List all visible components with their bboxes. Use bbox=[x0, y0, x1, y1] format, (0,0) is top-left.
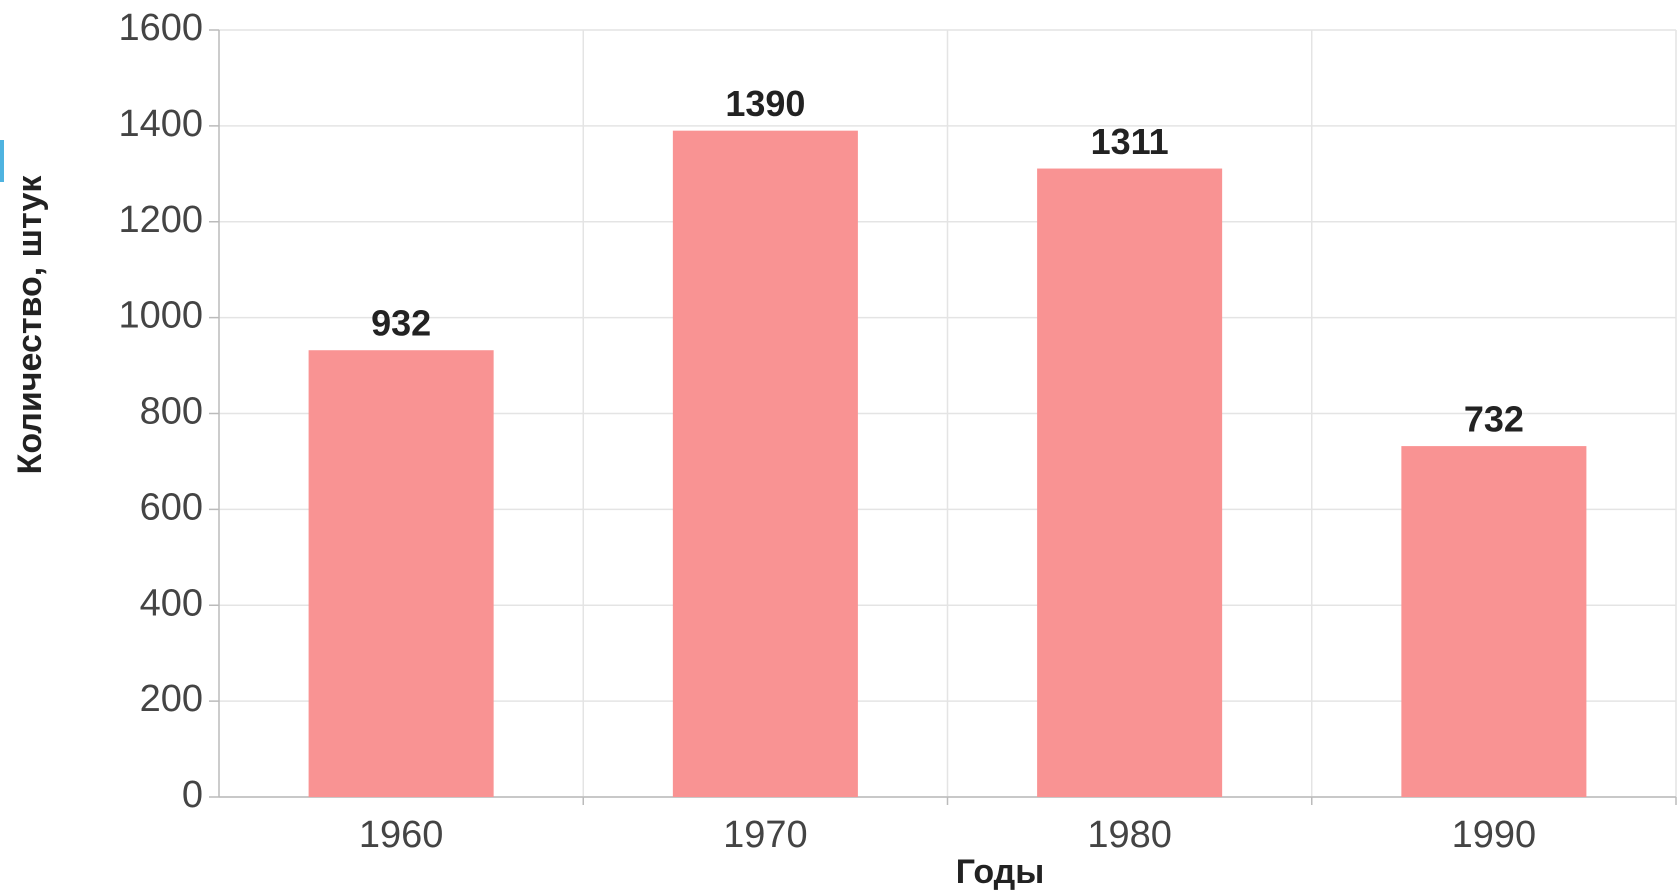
y-tick-label: 1000 bbox=[118, 295, 203, 337]
y-tick-label: 200 bbox=[140, 678, 203, 720]
y-tick-label: 600 bbox=[140, 486, 203, 528]
y-tick-label: 400 bbox=[140, 582, 203, 624]
y-tick-label: 1400 bbox=[118, 103, 203, 145]
y-tick-label: 1600 bbox=[118, 7, 203, 49]
bar bbox=[1401, 446, 1587, 797]
bar bbox=[1037, 168, 1223, 797]
value-label: 1390 bbox=[725, 83, 805, 124]
x-tick-label: 1960 bbox=[359, 814, 444, 856]
value-label: 932 bbox=[371, 303, 431, 344]
x-tick-label: 1980 bbox=[1087, 814, 1172, 856]
y-tick-label: 1200 bbox=[118, 199, 203, 241]
accent bbox=[0, 140, 4, 182]
value-label: 1311 bbox=[1091, 121, 1169, 162]
x-axis-title: Годы bbox=[956, 853, 1045, 891]
x-tick-label: 1990 bbox=[1452, 814, 1537, 856]
y-tick-label: 0 bbox=[182, 774, 203, 816]
value-label: 732 bbox=[1464, 399, 1524, 440]
y-tick-label: 800 bbox=[140, 391, 203, 433]
x-tick-label: 1970 bbox=[723, 814, 808, 856]
bar bbox=[308, 350, 494, 797]
bar bbox=[672, 130, 858, 797]
y-axis-title: Количество, штук bbox=[11, 175, 49, 475]
